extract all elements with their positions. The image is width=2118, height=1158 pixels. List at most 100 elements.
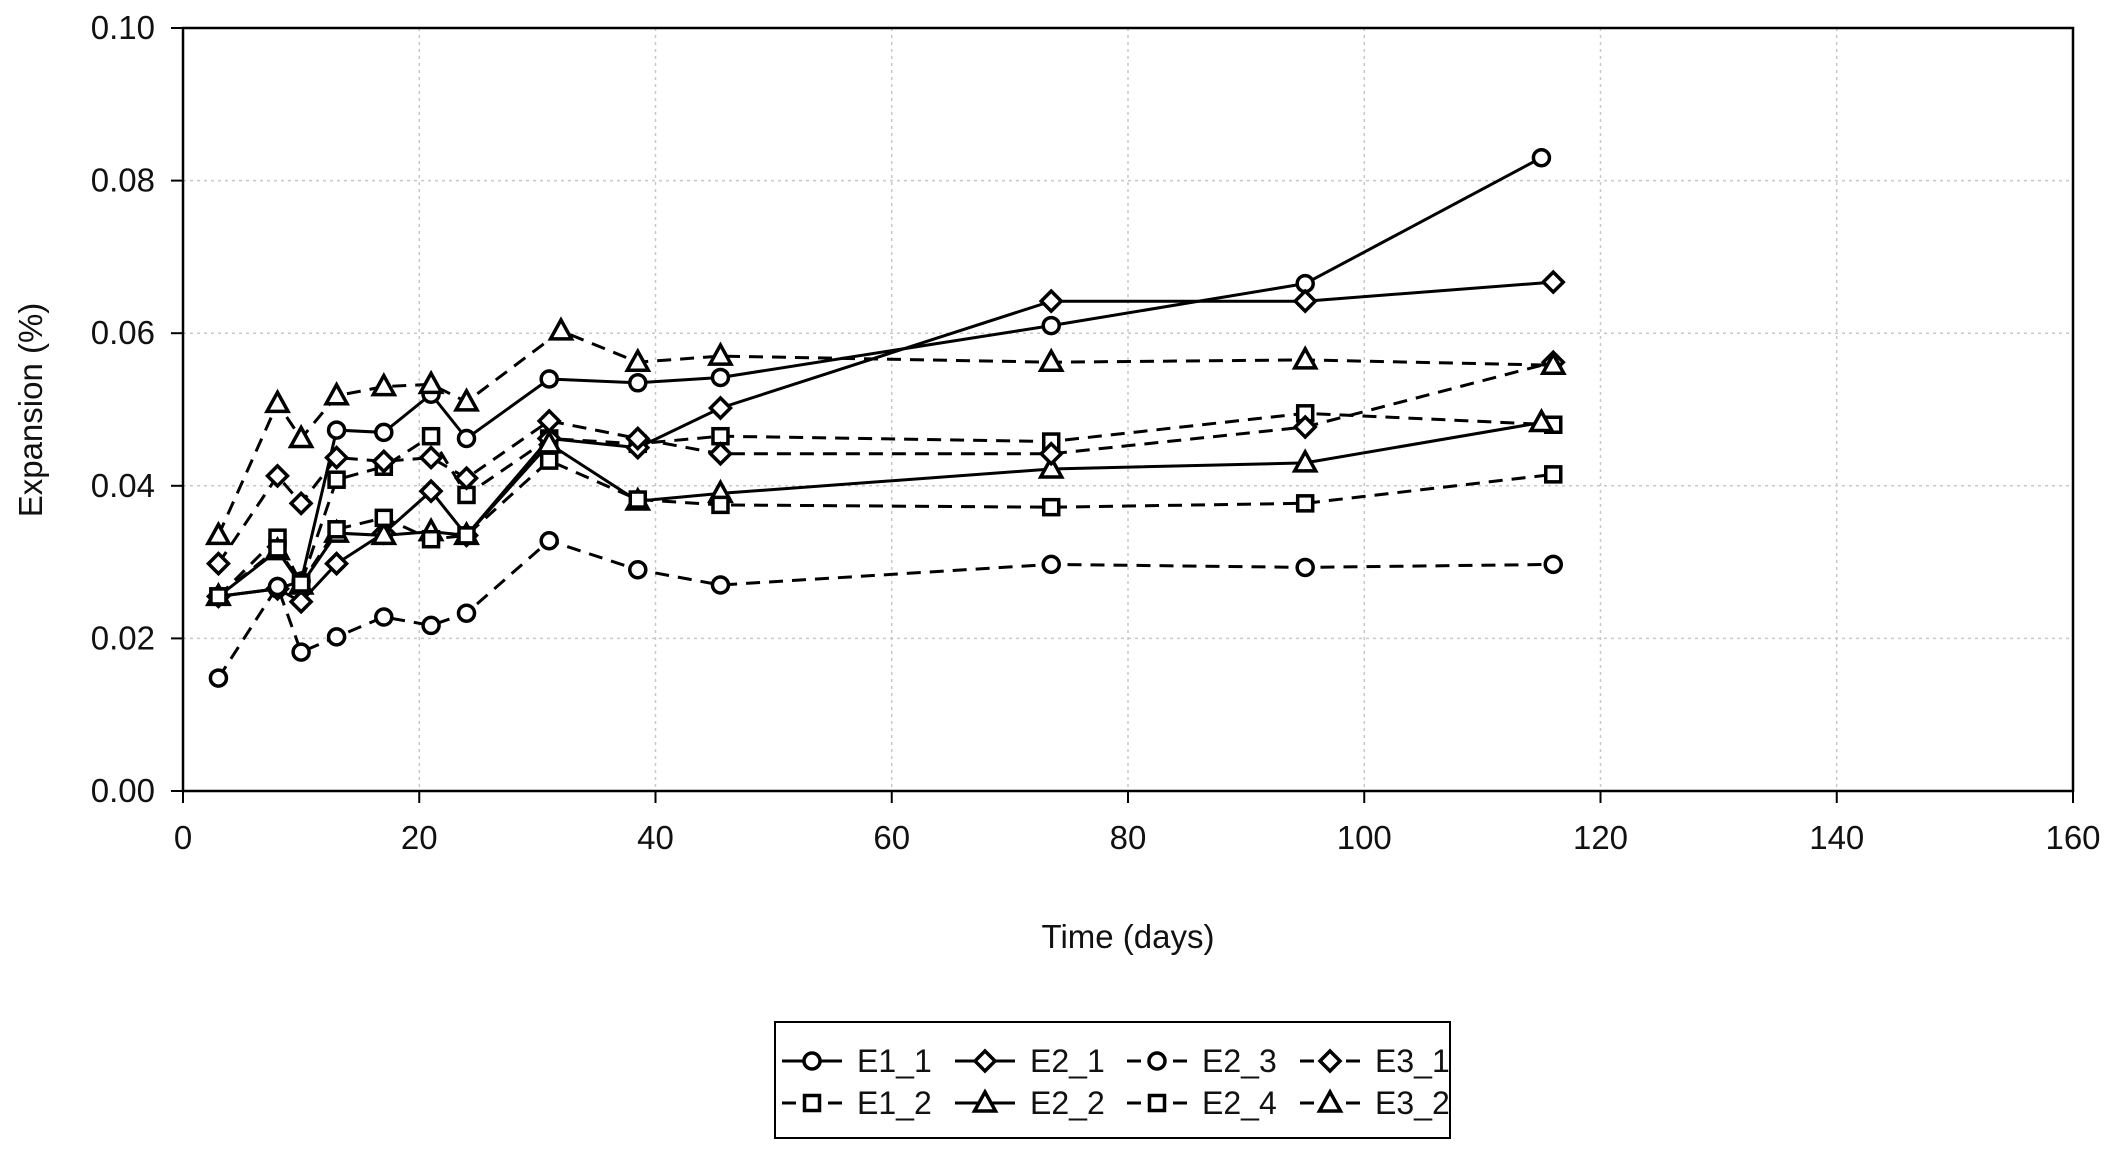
legend-item-E3_1: E3_1 [1300,1043,1450,1079]
legend-box [774,1021,1451,1139]
y-tick-label: 0.08 [91,162,155,199]
data-point-E2_4 [291,574,311,593]
data-point-E3_2 [264,388,291,414]
data-point-E2_3 [1041,554,1061,575]
series-E3_2 [204,316,1567,546]
series-E1_1 [208,147,1552,607]
legend-marker-E3_1 [1317,1048,1343,1074]
data-point-E3_1 [371,448,397,474]
series-E2_2 [204,407,1555,607]
legend-item-E1_1: E1_1 [782,1043,932,1079]
legend-item-E2_1: E2_1 [955,1043,1105,1079]
data-point-E2_4 [628,490,648,509]
legend-marker-E2_2 [971,1088,999,1113]
x-tick-label: 40 [637,819,674,856]
x-tick-label: 120 [1573,819,1628,856]
legend-item-E2_3: E2_3 [1127,1043,1277,1079]
data-point-E3_2 [1037,347,1065,372]
data-point-E2_1 [288,589,314,615]
series-group [204,147,1567,688]
data-point-E3_1 [265,463,290,489]
x-tick-label: 160 [2045,819,2100,856]
data-point-E1_1 [1041,315,1061,336]
legend-label-E2_3: E2_3 [1202,1043,1277,1079]
data-point-E2_3 [710,575,731,595]
grid [183,28,2073,791]
data-point-E3_1 [205,551,231,577]
data-point-E2_4 [1544,465,1563,484]
legend-item-E3_2: E3_2 [1300,1085,1450,1121]
data-point-E1_1 [539,369,559,389]
series-E2_3 [208,530,1563,688]
data-point-E2_3 [291,642,311,662]
data-point-E3_1 [324,445,350,471]
data-point-E2_4 [374,508,394,528]
x-tick-label: 0 [174,819,192,856]
data-point-E2_2 [1291,448,1319,473]
legend-marker-E2_4 [1147,1093,1167,1113]
data-point-E2_1 [1038,288,1064,314]
series-E3_1 [205,349,1566,577]
data-point-E1_2 [421,426,441,446]
data-point-E2_3 [374,607,394,627]
data-point-E3_2 [417,369,445,395]
data-point-E2_3 [267,576,288,597]
data-point-E2_4 [268,539,287,558]
legend-marker-E3_2 [1316,1088,1344,1113]
data-point-E2_1 [1540,269,1566,295]
data-point-E2_3 [326,627,347,647]
x-tick-label: 60 [873,819,910,856]
data-point-E2_4 [421,529,441,549]
legend-item-E2_4: E2_4 [1127,1085,1277,1121]
data-point-E3_1 [418,445,444,471]
data-point-E2_3 [208,668,229,688]
data-point-E2_2 [370,520,398,546]
legend-label-E1_1: E1_1 [857,1043,932,1079]
x-tick-label: 80 [1110,819,1147,856]
data-point-E1_2 [327,470,346,489]
legend-marker-E1_1 [802,1051,822,1071]
data-point-E2_4 [711,495,730,515]
legend-label-E3_1: E3_1 [1375,1043,1450,1079]
data-point-E3_1 [625,426,651,451]
data-point-E3_1 [288,490,314,516]
x-axis-title: Time (days) [1042,918,1215,955]
data-point-E1_1 [374,422,394,443]
legend-label-E2_2: E2_2 [1030,1085,1105,1121]
data-point-E2_4 [539,451,559,470]
data-point-E2_4 [1295,494,1315,513]
x-tick-label: 20 [401,819,438,856]
legend: E1_1 E1_2 E2_1 E2_2 E2_3 E2_4 E3_1 E3_2 [774,1021,1451,1139]
data-point-E2_1 [1292,288,1318,314]
data-point-E2_1 [324,551,350,577]
data-point-E2_3 [539,530,559,551]
data-point-E2_1 [418,478,444,504]
data-point-E2_2 [1527,407,1555,433]
legend-item-E1_2: E1_2 [782,1085,932,1121]
legend-marker-E2_3 [1147,1051,1167,1071]
data-point-E2_3 [1295,557,1315,578]
legend-label-E1_2: E1_2 [857,1085,932,1121]
data-point-E2_4 [1041,497,1061,517]
y-tick-label: 0.04 [91,467,155,504]
y-tick-label: 0.00 [91,772,155,809]
data-point-E3_2 [323,381,351,406]
legend-marker-E2_1 [972,1048,998,1074]
data-point-E3_2 [204,520,232,546]
x-tick-label: 100 [1337,819,1392,856]
y-tick-label: 0.02 [91,619,155,656]
data-point-E2_4 [209,587,228,606]
legend-marker-E1_2 [802,1093,822,1113]
data-point-E3_2 [1291,345,1319,370]
data-point-E3_2 [287,423,315,449]
series-E2_1 [205,269,1566,615]
series-line-E1_1 [218,156,1543,598]
data-point-E1_1 [326,420,347,440]
data-point-E1_1 [1531,147,1552,168]
data-point-E3_1 [1292,414,1318,440]
data-point-E1_1 [710,367,731,388]
data-point-E3_1 [1038,441,1064,467]
data-point-E3_2 [624,347,652,372]
data-point-E3_2 [707,341,734,366]
